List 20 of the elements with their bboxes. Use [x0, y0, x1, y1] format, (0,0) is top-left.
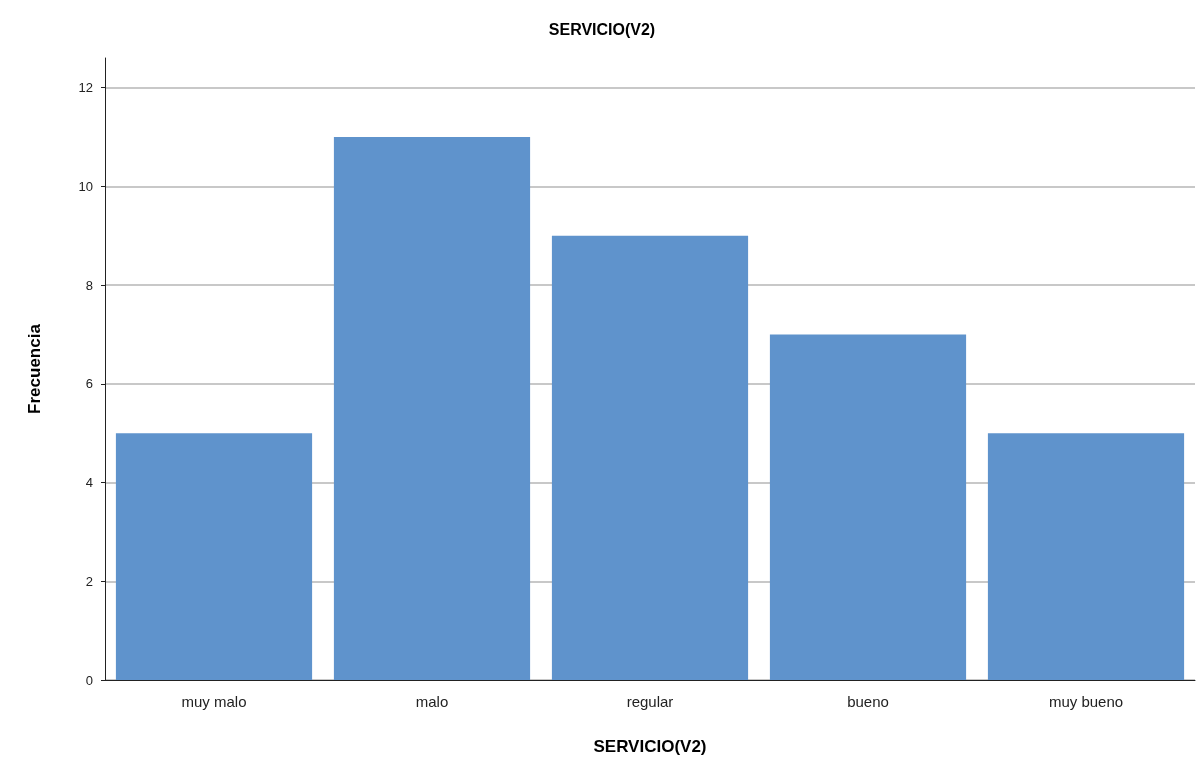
bar: [333, 136, 531, 680]
x-tick-label: malo: [415, 693, 449, 710]
chart-title: SERVICIO(V2): [548, 20, 656, 38]
x-tick-label: muy bueno: [1048, 693, 1124, 710]
y-axis-title: Frecuencia: [25, 323, 44, 414]
bar: [769, 334, 967, 680]
y-tick-label: 10: [78, 178, 93, 194]
y-tick-label: 2: [85, 573, 93, 589]
bar: [115, 433, 313, 680]
y-tick-label: 12: [78, 80, 93, 96]
y-tick-label: 8: [85, 277, 93, 293]
x-tick-label: bueno: [847, 693, 889, 710]
y-tick-label: 6: [85, 376, 93, 392]
x-axis-title: SERVICIO(V2): [593, 737, 707, 756]
x-tick-label: muy malo: [181, 693, 247, 710]
y-tick-label: 4: [85, 475, 93, 491]
bar: [987, 433, 1185, 680]
x-tick-label: regular: [626, 693, 674, 710]
y-tick-label: 0: [85, 672, 93, 688]
bar: [551, 235, 749, 680]
